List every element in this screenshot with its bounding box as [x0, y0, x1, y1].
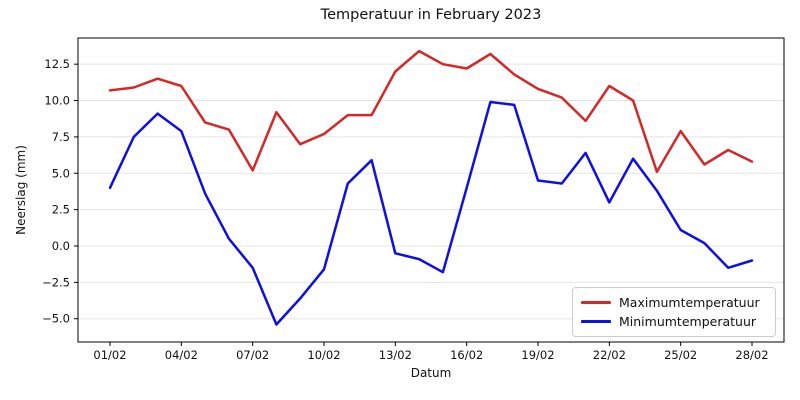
- x-tick-label: 16/02: [450, 348, 483, 362]
- x-tick-label: 22/02: [593, 348, 626, 362]
- y-tick-label: 7.5: [52, 130, 70, 144]
- y-tick-label: 5.0: [52, 166, 70, 180]
- x-tick-label: 13/02: [379, 348, 412, 362]
- x-tick-label: 07/02: [236, 348, 269, 362]
- y-tick-label: 10.0: [44, 94, 70, 108]
- chart-title: Temperatuur in February 2023: [320, 7, 542, 23]
- y-tick-label: 0.0: [52, 239, 70, 253]
- legend-line-swatch-max: [581, 301, 611, 304]
- legend: Maximumtemperatuur Minimumtemperatuur: [572, 287, 776, 337]
- series-line-max: [108, 49, 754, 174]
- legend-label-min: Minimumtemperatuur: [619, 314, 757, 329]
- legend-item-max: Maximumtemperatuur: [581, 293, 767, 312]
- legend-label-max: Maximumtemperatuur: [619, 295, 760, 310]
- x-tick-label: 10/02: [307, 348, 340, 362]
- x-tick-label: 25/02: [664, 348, 697, 362]
- legend-line-swatch-min: [581, 320, 611, 323]
- x-tick-label: 04/02: [165, 348, 198, 362]
- legend-item-min: Minimumtemperatuur: [581, 312, 767, 331]
- series-line-min: [108, 100, 754, 326]
- y-tick-label: −5.0: [42, 312, 70, 326]
- x-tick-label: 28/02: [735, 348, 768, 362]
- x-axis-label: Datum: [410, 366, 452, 380]
- y-tick-label: 2.5: [52, 203, 70, 217]
- x-tick-label: 01/02: [93, 348, 126, 362]
- y-axis-label: Neerslag (mm): [14, 145, 28, 235]
- plot-frame: [77, 37, 785, 343]
- y-tick-label: 12.5: [44, 57, 70, 71]
- x-tick-label: 19/02: [521, 348, 554, 362]
- y-tick-label: −2.5: [42, 275, 70, 289]
